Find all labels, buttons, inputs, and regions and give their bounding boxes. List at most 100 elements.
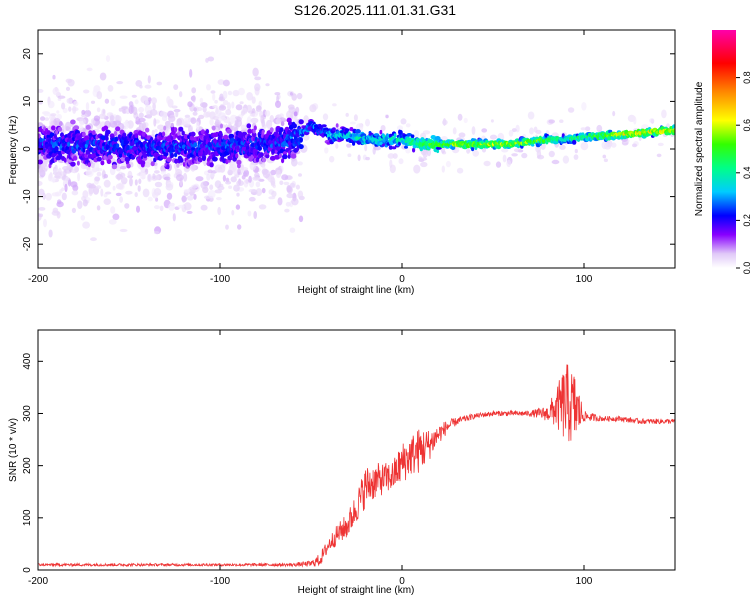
- ridge-cell: [122, 132, 127, 138]
- ridge-cell: [344, 128, 350, 132]
- ridge-cell: [251, 132, 257, 138]
- noise-blob: [61, 192, 67, 201]
- noise-blob: [236, 180, 244, 187]
- noise-blob: [217, 79, 225, 85]
- ridge-cell: [404, 145, 408, 149]
- noise-blob: [501, 148, 509, 153]
- ridge-cell: [76, 160, 80, 166]
- noise-blob: [246, 116, 252, 125]
- noise-blob: [100, 188, 104, 197]
- noise-blob: [154, 205, 160, 210]
- noise-blob: [109, 167, 116, 176]
- noise-blob: [44, 117, 49, 121]
- ridge-cell: [205, 129, 210, 134]
- noise-blob: [218, 112, 226, 119]
- noise-blob: [173, 84, 179, 90]
- noise-blob: [188, 126, 193, 134]
- noise-blob: [286, 110, 292, 120]
- noise-blob: [413, 130, 420, 138]
- noise-blob: [77, 124, 84, 131]
- noise-blob: [233, 163, 238, 169]
- noise-blob: [222, 100, 229, 106]
- noise-blob: [93, 115, 101, 122]
- noise-blob: [90, 100, 96, 105]
- noise-blob: [284, 208, 290, 213]
- noise-blob: [580, 142, 589, 151]
- noise-blob: [296, 92, 303, 100]
- noise-blob: [247, 210, 252, 217]
- ridge-cell: [150, 161, 155, 167]
- ridge-cell: [299, 137, 303, 143]
- noise-blob: [136, 205, 140, 213]
- noise-blob: [176, 174, 184, 182]
- ridge-cell: [265, 153, 270, 159]
- ridge-cell: [298, 144, 304, 150]
- noise-blob: [57, 95, 66, 99]
- ridge-cell: [297, 140, 301, 146]
- noise-blob: [134, 99, 139, 105]
- ridge-cell: [246, 123, 252, 129]
- noise-blob: [253, 211, 257, 219]
- spectrogram-data: [38, 55, 675, 242]
- noise-blob: [495, 161, 502, 168]
- noise-blob: [364, 143, 368, 152]
- ridge-cell: [220, 123, 223, 129]
- noise-blob: [456, 167, 464, 174]
- noise-blob: [581, 102, 587, 111]
- noise-blob: [208, 190, 216, 199]
- colorbar: 0.0 0.2 0.4 0.6 0.8 Normalized spectral ampl…: [694, 30, 750, 274]
- noise-blob: [309, 104, 317, 113]
- noise-blob: [165, 127, 170, 133]
- noise-blob: [168, 115, 176, 123]
- ridge-cell: [118, 149, 124, 154]
- noise-blob: [254, 76, 262, 81]
- ridge-cell: [531, 143, 535, 147]
- noise-blob: [181, 195, 187, 202]
- noise-blob: [559, 119, 564, 123]
- noise-blob: [134, 192, 138, 198]
- noise-blob: [237, 168, 241, 175]
- noise-blob: [147, 196, 153, 202]
- noise-blob: [190, 165, 197, 171]
- noise-blob: [112, 213, 120, 221]
- noise-blob: [105, 191, 112, 195]
- noise-blob: [214, 99, 218, 104]
- ridge-cell: [412, 147, 416, 153]
- ridge-cell: [250, 154, 254, 160]
- snr-x-axis-label: Height of straight line (km): [298, 585, 415, 596]
- noise-blob: [322, 113, 329, 121]
- ridge-cell: [434, 136, 441, 141]
- noise-blob: [258, 178, 265, 182]
- noise-blob: [115, 192, 122, 197]
- noise-blob: [146, 114, 152, 119]
- ridge-cell: [116, 143, 120, 149]
- noise-blob: [175, 168, 179, 172]
- noise-blob: [297, 161, 303, 166]
- ridge-cell: [173, 127, 178, 133]
- noise-blob: [157, 124, 165, 130]
- ridge-cell: [471, 146, 475, 152]
- noise-blob: [239, 101, 244, 105]
- ridge-cell: [51, 125, 56, 131]
- noise-blob: [71, 190, 79, 196]
- noise-blob: [109, 116, 114, 124]
- noise-blob: [502, 154, 507, 163]
- noise-blob: [74, 165, 78, 173]
- noise-blob: [227, 169, 233, 176]
- spectrogram-y-ticks: -20 -10 0 10 20: [22, 48, 675, 251]
- snr-x-ticks: -200 -100 0 100: [28, 330, 593, 587]
- ridge-cell: [124, 156, 131, 162]
- noise-blob: [86, 67, 93, 72]
- noise-blob: [65, 121, 72, 130]
- noise-blob: [427, 148, 431, 157]
- noise-blob: [649, 118, 655, 123]
- noise-blob: [419, 157, 428, 161]
- noise-blob: [212, 105, 218, 109]
- noise-blob: [144, 84, 152, 89]
- noise-blob: [441, 165, 445, 173]
- ridge-cell: [212, 156, 218, 162]
- ridge-cell: [211, 125, 216, 131]
- noise-blob: [186, 195, 194, 201]
- noise-blob: [222, 90, 228, 100]
